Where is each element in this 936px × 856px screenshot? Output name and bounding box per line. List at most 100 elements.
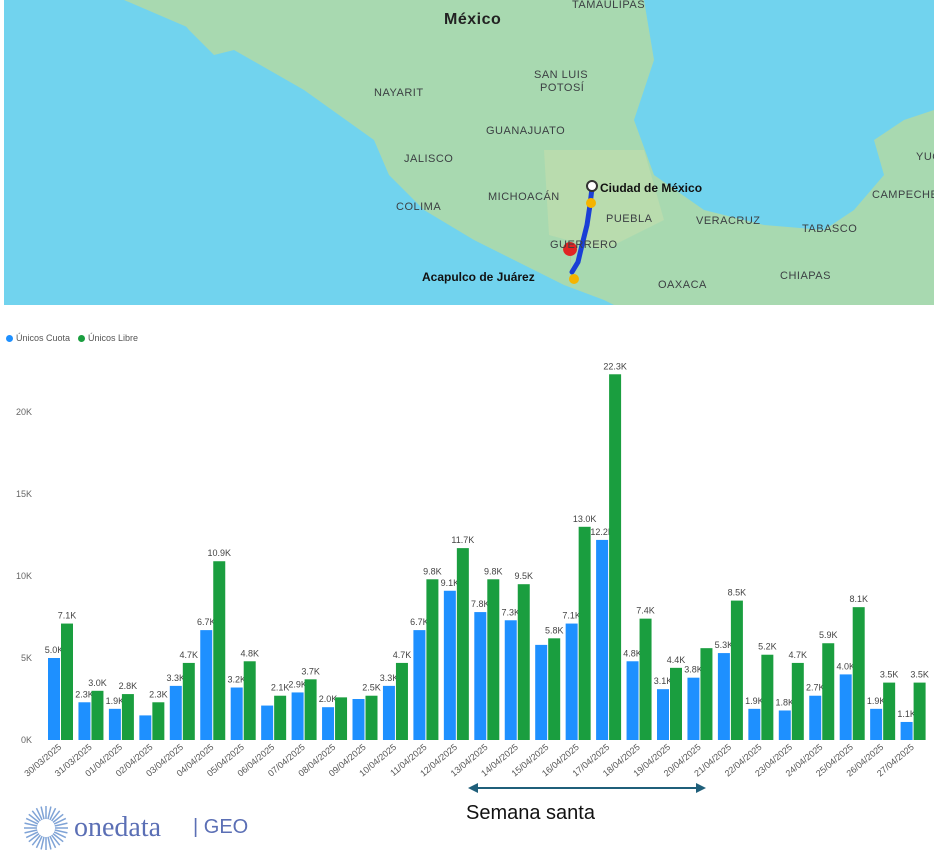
- bar-cuota[interactable]: [200, 630, 213, 740]
- logo-ray: [40, 806, 45, 820]
- data-label: 3.5K: [910, 670, 929, 680]
- bar-libre[interactable]: [365, 695, 378, 740]
- data-label: 8.5K: [728, 588, 747, 598]
- bar-cuota[interactable]: [291, 692, 304, 740]
- data-label: 1.9K: [106, 696, 125, 706]
- data-label: 4.7K: [180, 650, 199, 660]
- bar-cuota[interactable]: [778, 710, 791, 740]
- bar-cuota[interactable]: [261, 705, 274, 740]
- bar-cuota[interactable]: [717, 653, 730, 740]
- origin-marker[interactable]: [586, 180, 598, 192]
- data-label: 2.3K: [149, 689, 168, 699]
- map-label: SAN LUIS: [534, 69, 588, 81]
- bar-libre[interactable]: [700, 648, 713, 740]
- logo-ray: [49, 835, 57, 849]
- onedata-logo-icon: [24, 806, 68, 850]
- bar-cuota[interactable]: [900, 721, 913, 740]
- logo-ray: [51, 834, 61, 846]
- destination-marker[interactable]: [563, 242, 578, 274]
- bar-cuota[interactable]: [687, 677, 700, 740]
- bar-cuota[interactable]: [565, 623, 578, 740]
- bar-cuota[interactable]: [809, 695, 822, 740]
- map-label: CAMPECHE: [872, 189, 934, 201]
- bar-cuota[interactable]: [839, 674, 852, 740]
- bar-cuota[interactable]: [474, 612, 487, 740]
- bar-libre[interactable]: [91, 690, 104, 740]
- logo-ray: [31, 834, 41, 846]
- data-label: 11.7K: [451, 535, 474, 545]
- bar-libre[interactable]: [913, 682, 926, 740]
- legend-item-libre[interactable]: Únicos Libre: [78, 333, 138, 343]
- toll-icon: [586, 198, 596, 208]
- arrow-head-left: [468, 783, 478, 793]
- bar-libre[interactable]: [517, 584, 530, 740]
- bar-libre[interactable]: [791, 662, 804, 740]
- bar-cuota[interactable]: [443, 590, 456, 740]
- bar-cuota[interactable]: [230, 687, 243, 740]
- bar-cuota[interactable]: [535, 644, 548, 740]
- y-tick-label: 0K: [21, 735, 32, 745]
- data-label: 3.0K: [88, 678, 107, 688]
- semana-santa-arrow: [468, 783, 706, 793]
- legend-swatch-libre: [78, 334, 86, 342]
- bar-libre[interactable]: [578, 526, 591, 740]
- bar-cuota[interactable]: [596, 539, 609, 740]
- bar-libre[interactable]: [852, 607, 865, 740]
- bar-cuota[interactable]: [413, 630, 426, 740]
- bar-cuota[interactable]: [626, 661, 639, 740]
- bar-cuota[interactable]: [78, 702, 91, 740]
- y-tick-label: 10K: [16, 571, 32, 581]
- bar-cuota[interactable]: [870, 708, 883, 740]
- logo-ray: [40, 836, 45, 850]
- bar-libre[interactable]: [487, 579, 500, 740]
- legend-item-cuota[interactable]: Únicos Cuota: [6, 333, 70, 343]
- bar-cuota[interactable]: [169, 685, 182, 740]
- bar-cuota[interactable]: [139, 715, 152, 740]
- bar-libre[interactable]: [456, 548, 469, 740]
- bar-cuota[interactable]: [382, 685, 395, 740]
- bar-libre[interactable]: [730, 600, 743, 740]
- bar-libre[interactable]: [548, 638, 561, 740]
- bar-libre[interactable]: [304, 679, 317, 740]
- bar-cuota[interactable]: [748, 708, 761, 740]
- map-label: JALISCO: [404, 153, 453, 165]
- bar-libre[interactable]: [152, 702, 165, 740]
- data-label: 3.1K: [654, 676, 673, 686]
- data-label: 5.0K: [45, 645, 64, 655]
- bar-libre[interactable]: [761, 654, 774, 740]
- logo-suffix-text: GEO: [203, 816, 249, 838]
- bar-libre[interactable]: [121, 694, 134, 740]
- bar-cuota[interactable]: [48, 658, 60, 740]
- bar-libre[interactable]: [639, 618, 652, 740]
- map-label: TABASCO: [802, 223, 857, 235]
- data-label: 4.8K: [240, 648, 259, 658]
- route-map[interactable]: México TAMAULIPAS SAN LUIS POTOSÍ NAYARIT GU…: [4, 0, 934, 305]
- data-label: 3.8K: [684, 665, 703, 675]
- bar-libre[interactable]: [243, 661, 256, 740]
- bar-libre[interactable]: [213, 561, 226, 740]
- bar-libre[interactable]: [61, 623, 73, 740]
- bar-libre[interactable]: [395, 662, 408, 740]
- bar-libre[interactable]: [274, 695, 287, 740]
- bar-cuota[interactable]: [657, 689, 669, 740]
- logo-ray: [47, 806, 52, 820]
- bar-libre[interactable]: [883, 682, 896, 740]
- bar-libre[interactable]: [426, 579, 439, 740]
- bar-cuota[interactable]: [108, 708, 121, 740]
- data-label: 3.2K: [227, 675, 246, 685]
- logo-ray: [52, 833, 64, 843]
- logo-ray: [52, 813, 64, 823]
- data-label: 10.9K: [207, 548, 231, 558]
- bar-libre[interactable]: [670, 667, 682, 740]
- data-label: 22.3K: [603, 361, 627, 371]
- bar-libre[interactable]: [182, 662, 195, 740]
- y-tick-label: 5K: [21, 653, 32, 663]
- legend-swatch-cuota: [6, 334, 13, 342]
- bar-libre[interactable]: [335, 697, 348, 740]
- bar-cuota[interactable]: [322, 707, 335, 740]
- baja-land: [164, 0, 234, 55]
- bar-libre[interactable]: [822, 643, 835, 740]
- bar-cuota[interactable]: [352, 699, 365, 740]
- bar-libre[interactable]: [609, 374, 622, 740]
- bar-cuota[interactable]: [504, 620, 517, 740]
